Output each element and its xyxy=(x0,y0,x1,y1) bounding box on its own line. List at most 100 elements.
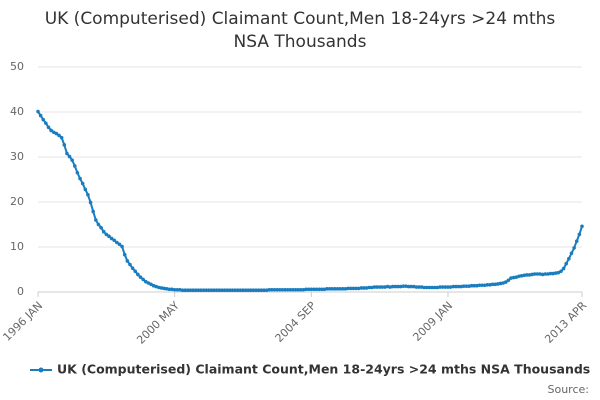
point xyxy=(438,285,442,289)
point xyxy=(217,288,222,293)
point xyxy=(312,287,316,292)
y-tick-label: 50 xyxy=(10,60,24,73)
point xyxy=(262,288,266,293)
point xyxy=(188,288,193,293)
point xyxy=(86,193,90,197)
point xyxy=(306,287,311,292)
point xyxy=(75,170,80,175)
point xyxy=(472,283,477,288)
legend-text: UK (Computerised) Claimant Count,Men 18-… xyxy=(57,362,590,377)
point xyxy=(506,278,511,283)
point xyxy=(209,288,214,293)
point xyxy=(414,285,419,289)
point xyxy=(346,286,350,291)
point xyxy=(128,262,132,267)
point xyxy=(125,259,130,263)
point xyxy=(433,285,437,290)
y-tick-label: 40 xyxy=(10,105,24,118)
point xyxy=(78,176,82,181)
point xyxy=(348,286,353,291)
point xyxy=(180,288,185,293)
point xyxy=(101,229,106,234)
point xyxy=(314,287,319,292)
point xyxy=(543,272,548,276)
point xyxy=(46,125,51,130)
point xyxy=(469,283,474,288)
point xyxy=(367,285,371,290)
point xyxy=(167,287,172,292)
point xyxy=(430,285,435,290)
x-tick-label: 2004 SEP xyxy=(273,299,319,345)
point xyxy=(109,236,114,241)
point xyxy=(393,284,398,289)
point xyxy=(246,288,251,293)
point xyxy=(193,288,198,293)
point xyxy=(38,113,43,118)
point xyxy=(330,287,335,291)
point xyxy=(288,287,293,292)
point xyxy=(204,288,208,293)
point xyxy=(283,287,287,292)
point xyxy=(406,284,411,289)
point xyxy=(390,284,395,289)
point xyxy=(259,288,264,293)
point xyxy=(375,285,379,289)
point xyxy=(396,284,400,289)
point xyxy=(222,288,227,293)
point xyxy=(130,266,135,270)
point xyxy=(532,272,537,276)
point xyxy=(251,288,256,293)
series-line xyxy=(37,111,583,292)
point xyxy=(212,288,216,293)
point xyxy=(199,288,203,293)
point xyxy=(377,285,382,289)
point xyxy=(44,121,48,126)
point xyxy=(207,288,211,293)
point xyxy=(183,288,187,293)
point xyxy=(440,285,445,289)
point xyxy=(577,232,582,237)
point xyxy=(80,181,85,186)
point xyxy=(572,246,576,250)
point xyxy=(122,252,127,257)
point xyxy=(117,242,122,247)
point xyxy=(267,287,272,292)
point xyxy=(409,284,413,289)
chart-title: UK (Computerised) Claimant Count,Men 18-… xyxy=(45,9,556,29)
point xyxy=(525,273,529,277)
point xyxy=(230,288,235,293)
point xyxy=(41,117,46,122)
point xyxy=(564,261,569,266)
point xyxy=(191,288,195,293)
point xyxy=(280,287,285,292)
point xyxy=(296,287,300,292)
legend-marker xyxy=(38,367,44,373)
point xyxy=(243,288,248,293)
point xyxy=(341,287,345,291)
point xyxy=(299,287,303,292)
point xyxy=(327,287,332,291)
point xyxy=(196,288,201,293)
point xyxy=(464,284,469,288)
point xyxy=(309,287,314,292)
point xyxy=(277,287,282,292)
point xyxy=(241,288,245,293)
point xyxy=(443,285,448,289)
point xyxy=(172,287,177,292)
point xyxy=(249,288,253,293)
x-tick-label: 1996 JAN xyxy=(0,299,45,344)
point xyxy=(136,272,140,277)
point xyxy=(275,287,279,292)
point xyxy=(235,288,240,293)
point xyxy=(228,288,232,293)
point xyxy=(325,287,329,291)
point xyxy=(133,269,138,274)
point xyxy=(569,251,574,256)
point xyxy=(54,131,59,136)
point xyxy=(485,283,490,287)
point xyxy=(427,285,432,290)
point xyxy=(372,285,377,289)
point xyxy=(254,288,258,293)
point xyxy=(238,288,243,293)
